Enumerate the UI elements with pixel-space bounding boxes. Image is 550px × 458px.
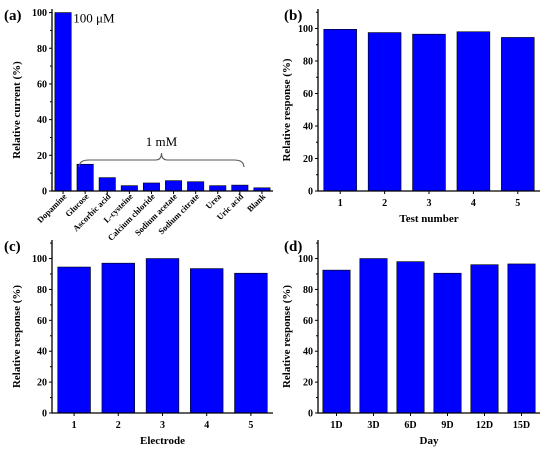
y-tick-label: 0 [42, 187, 47, 198]
bar-9d [433, 272, 462, 414]
x-tick-label: 2 [382, 198, 387, 209]
annotation-interferent-conc: 1 mM [146, 134, 178, 149]
axis-frame [317, 240, 540, 414]
bar-ascorbic-acid [98, 177, 116, 192]
x-tick-label: 3D [367, 420, 379, 431]
panel-d: 0 20 40 60 80 100 1D 3D 6D 9D 12D 15D Day Relative re… [281, 239, 540, 447]
y-tick-label: 20 [303, 378, 313, 389]
y-tick-label: 60 [303, 316, 313, 327]
annotation-dopamine-conc: 100 μM [73, 11, 115, 26]
y-tick-label: 80 [37, 285, 47, 296]
x-tick-label: 1 [72, 420, 77, 431]
x-axis-title: Test number [399, 213, 458, 225]
panel-c: 0 20 40 60 80 100 1 2 3 4 5 Electrode Relative respo… [4, 239, 273, 447]
bar-2 [367, 32, 402, 192]
x-tick-label: 5 [248, 420, 253, 431]
y-tick-label: 100 [32, 8, 47, 19]
y-axis-title: Relative response (%) [11, 285, 23, 388]
x-axis-title: Day [420, 435, 439, 447]
y-tick-label: 100 [298, 254, 313, 265]
x-axis-title: Electrode [140, 435, 185, 447]
x-tick-label: 2 [116, 420, 121, 431]
panel-label: (c) [4, 239, 21, 255]
bar-3 [412, 33, 446, 192]
x-tick-label: 1 [338, 198, 343, 209]
bar-15d [507, 263, 536, 414]
y-tick-label: 40 [37, 347, 47, 358]
y-tick-label: 40 [303, 347, 313, 358]
y-tick-label: 80 [303, 285, 313, 296]
panel-label: (d) [284, 239, 302, 255]
y-tick-label: 20 [303, 154, 313, 165]
y-tick-label: 80 [37, 44, 47, 55]
x-tick-label: 1D [330, 420, 342, 431]
bar-uric-acid [231, 184, 249, 192]
y-tick-label: 20 [37, 378, 47, 389]
panel-label: (a) [4, 8, 22, 24]
bar-1d [322, 269, 351, 414]
x-tick-label: 15D [513, 420, 530, 431]
x-tick-label: Blank [245, 191, 268, 214]
y-tick-label: 20 [37, 151, 47, 162]
x-tick-label: Dopamine [35, 191, 69, 225]
bar-6d [396, 261, 425, 414]
y-tick-label: 40 [37, 115, 47, 126]
x-tick-label: 4 [471, 198, 476, 209]
x-tick-label: 3 [160, 420, 165, 431]
y-tick-label: 60 [303, 89, 313, 100]
bar-calcium-chloride [142, 182, 160, 192]
y-tick-label: 0 [308, 187, 313, 198]
y-tick-label: 0 [308, 409, 313, 420]
y-tick-label: 60 [37, 79, 47, 90]
bar-5 [501, 37, 535, 192]
y-tick-label: 100 [298, 24, 313, 35]
y-tick-label: 60 [37, 316, 47, 327]
bar-4 [190, 268, 224, 414]
x-tick-label: 5 [515, 198, 520, 209]
bar-glucose [76, 163, 94, 192]
bar-l-cysteine [120, 185, 138, 192]
y-axis-title: Relative response (%) [281, 285, 293, 388]
bar-sodium-citrate [187, 181, 205, 192]
x-tick-label: 3 [427, 198, 432, 209]
x-tick-label: 6D [404, 420, 416, 431]
x-tick-label: 12D [476, 420, 493, 431]
y-axis-title: Relative response (%) [281, 58, 293, 161]
bar-sodium-acetate [165, 180, 183, 192]
y-tick-label: 80 [303, 57, 313, 68]
brace-interferents [78, 152, 245, 168]
panel-b: 0 20 40 60 80 100 1 2 3 4 5 Test number Relative res… [281, 8, 540, 225]
bar-5 [234, 272, 268, 414]
x-tick-label: 4 [204, 420, 209, 431]
bar-urea [209, 185, 227, 192]
bar-3 [145, 258, 180, 414]
bar-1 [57, 266, 91, 414]
y-tick-label: 0 [42, 409, 47, 420]
x-tick-label: 9D [441, 420, 453, 431]
bar-2 [101, 262, 135, 414]
bar-4 [456, 31, 491, 192]
y-tick-label: 40 [303, 122, 313, 133]
axis-frame [51, 9, 273, 192]
bar-12d [470, 264, 499, 414]
y-tick-label: 100 [32, 254, 47, 265]
bar-dopamine [54, 12, 72, 192]
y-axis-title: Relative current (%) [11, 61, 23, 159]
bar-1 [323, 29, 357, 192]
bar-3d [359, 258, 388, 414]
panel-label: (b) [284, 8, 302, 24]
